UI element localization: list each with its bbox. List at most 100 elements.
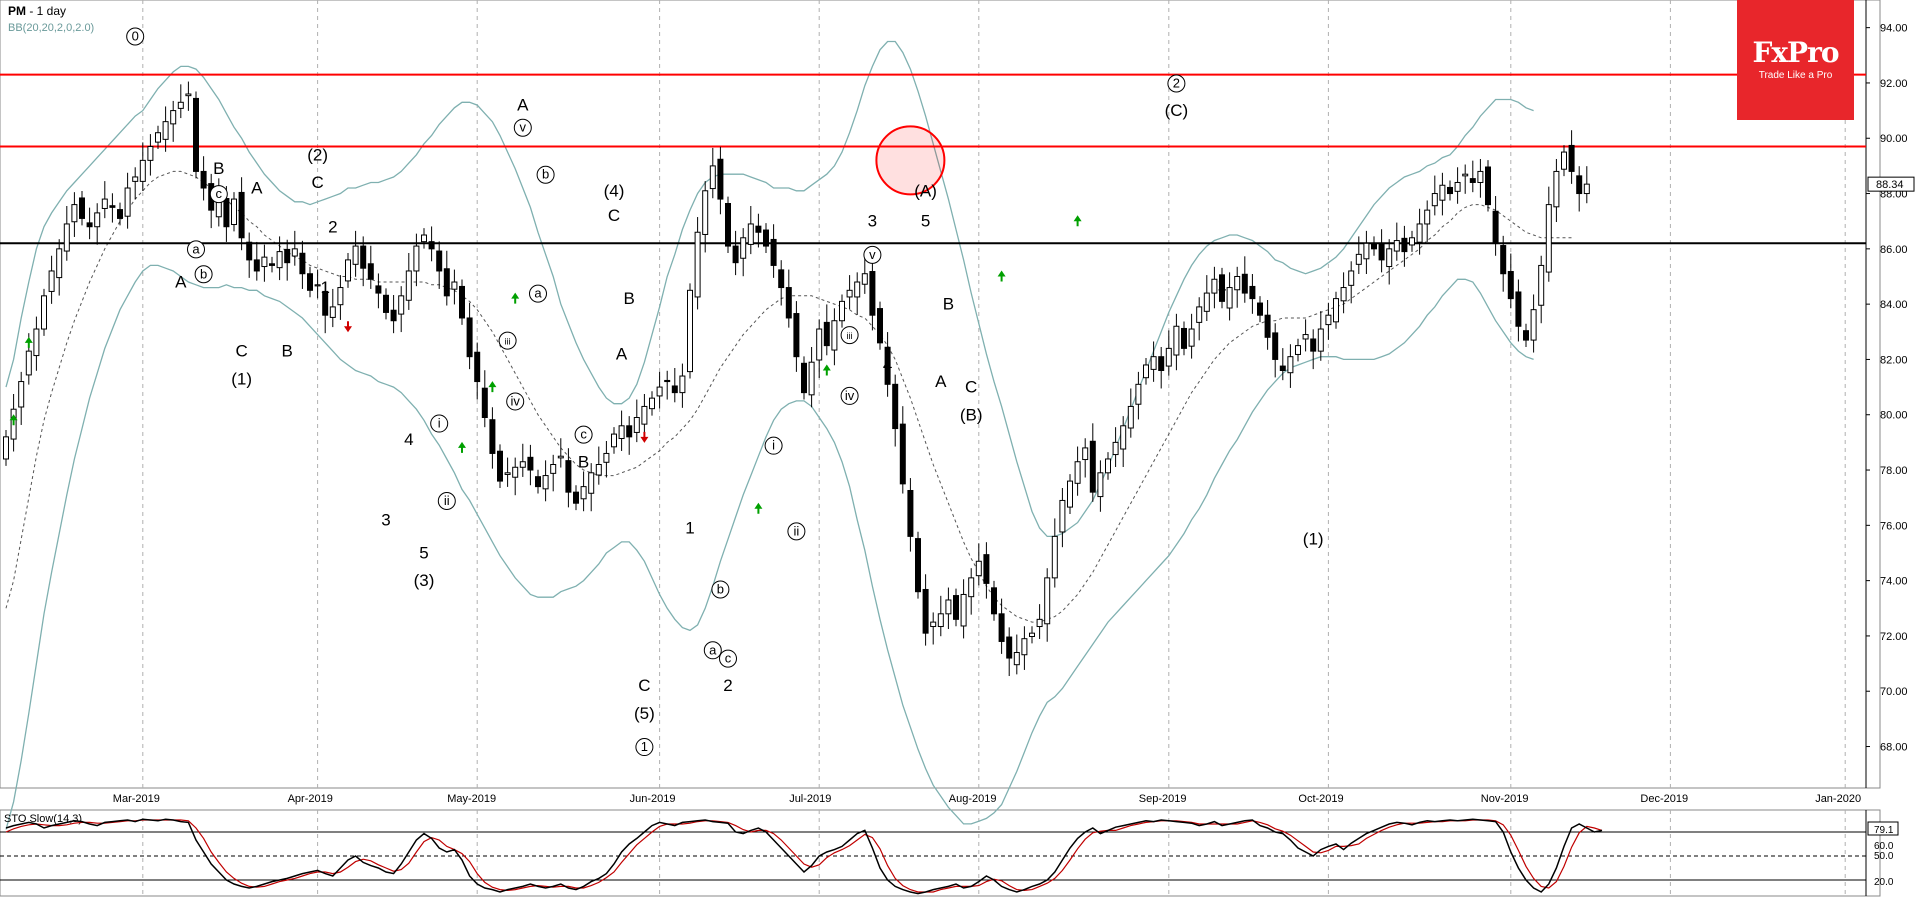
wave-label: c xyxy=(216,186,223,201)
candle-bull xyxy=(656,386,663,397)
candle-bull xyxy=(1424,209,1431,225)
y-tick-label: 90.00 xyxy=(1880,133,1908,145)
candle-bull xyxy=(413,245,420,272)
wave-label: b xyxy=(200,266,207,281)
candle-bull xyxy=(421,234,427,243)
wave-circle xyxy=(187,240,205,259)
candle-bear xyxy=(717,158,724,200)
candle-bull xyxy=(101,198,108,209)
candle-bull xyxy=(1287,356,1294,374)
wave-circle xyxy=(840,326,859,345)
candle-bull xyxy=(1561,151,1567,170)
wave-label: v xyxy=(520,120,527,135)
wave-label: C xyxy=(638,676,650,695)
candle-bear xyxy=(1507,271,1514,300)
candle-bear xyxy=(1371,242,1377,250)
candle-bear xyxy=(1447,186,1453,195)
wave-label: 4 xyxy=(883,355,892,374)
y-tick-label: 74.00 xyxy=(1880,576,1908,588)
candle-bear xyxy=(1279,365,1286,371)
wave-label: (1) xyxy=(1303,530,1324,549)
candle-bear xyxy=(1485,166,1491,206)
candle-bull xyxy=(641,405,648,425)
wave-label: 1 xyxy=(1217,275,1226,294)
candle-bear xyxy=(299,252,306,275)
wave-circle xyxy=(764,436,783,455)
candle-bull xyxy=(1211,278,1218,294)
wave-label: i xyxy=(438,416,441,431)
candle-bull xyxy=(1393,240,1400,252)
buy-arrow xyxy=(822,364,831,376)
candle-bull xyxy=(314,284,321,287)
candle-bull xyxy=(1302,334,1309,340)
candle-bull xyxy=(1021,638,1028,656)
wave-circle xyxy=(126,27,145,46)
x-tick-label: Jan-2020 xyxy=(1815,793,1861,805)
candle-bear xyxy=(1401,237,1408,253)
candle-bear xyxy=(1515,291,1522,327)
candle-bull xyxy=(1355,253,1362,265)
candle-bull xyxy=(1127,405,1134,429)
candle-bear xyxy=(246,241,253,261)
wave-label: (1) xyxy=(231,369,252,388)
candle-bear xyxy=(1158,356,1165,371)
candle-bear xyxy=(489,419,496,454)
stoch-panel-frame xyxy=(0,809,1881,897)
wave-label: 0 xyxy=(132,28,139,43)
wave-label: c xyxy=(725,651,732,666)
candle-bull xyxy=(1051,535,1058,579)
candle-bear xyxy=(884,346,891,385)
candle-bull xyxy=(405,270,412,301)
candle-bull xyxy=(1325,314,1332,326)
candle-bull xyxy=(1173,325,1180,356)
candle-bull xyxy=(1188,328,1195,347)
candle-bear xyxy=(778,269,785,289)
candle-bear xyxy=(1006,636,1013,659)
candle-bear xyxy=(1219,274,1225,302)
price-panel-frame xyxy=(0,0,1881,789)
candle-bear xyxy=(953,595,959,620)
candle-bull xyxy=(504,472,511,475)
y-tick-label: 92.00 xyxy=(1880,78,1908,90)
stoch-tick-label: 60.0 xyxy=(1874,841,1894,852)
candle-bear xyxy=(193,97,199,172)
wave-label: a xyxy=(709,642,717,657)
logo-tagline: Trade Like a Pro xyxy=(1758,70,1833,81)
candle-bull xyxy=(1120,425,1127,450)
wave-label: B xyxy=(943,295,954,314)
candle-bear xyxy=(383,294,389,313)
x-tick-label: Aug-2019 xyxy=(949,793,997,805)
candle-bull xyxy=(1454,181,1461,192)
bollinger-lower xyxy=(5,264,1534,830)
candle-bear xyxy=(1241,273,1248,294)
candle-bear xyxy=(877,308,883,344)
wave-circle xyxy=(194,265,213,284)
wave-label: iii xyxy=(505,337,511,347)
candle-bear xyxy=(671,385,678,394)
candle-bull xyxy=(1150,356,1157,370)
wave-label: 3 xyxy=(381,510,390,529)
stoch-d-line xyxy=(5,819,1603,893)
candle-bull xyxy=(1477,170,1484,183)
candle-bull xyxy=(1386,248,1393,268)
candle-bull xyxy=(1416,223,1423,243)
indicator-label: BB(20,20,2,0,2.0) xyxy=(8,22,95,34)
last-price-box xyxy=(1867,176,1915,192)
candle-bull xyxy=(162,121,169,140)
candle-bear xyxy=(360,245,367,269)
candle-bull xyxy=(694,231,701,298)
candle-bull xyxy=(155,132,161,143)
candle-bull xyxy=(177,101,184,109)
candle-bear xyxy=(1568,144,1575,172)
candle-bull xyxy=(1059,499,1066,533)
candle-bull xyxy=(1097,472,1104,498)
candle-bear xyxy=(922,588,929,634)
timeframe-label: - 1 day xyxy=(29,4,67,18)
candle-bear xyxy=(1469,178,1476,183)
candle-bull xyxy=(1545,204,1552,273)
candle-bull xyxy=(618,425,625,440)
candle-bear xyxy=(1500,245,1507,275)
candle-bear xyxy=(238,191,245,239)
wave-label: A xyxy=(175,273,187,292)
